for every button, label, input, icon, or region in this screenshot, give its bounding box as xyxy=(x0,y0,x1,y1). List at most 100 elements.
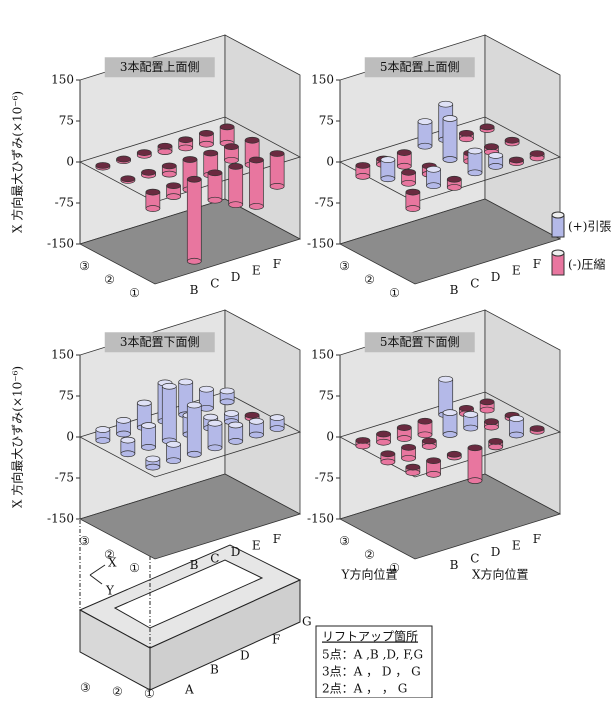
cylinder-top xyxy=(224,144,238,150)
x-category: E xyxy=(252,264,261,278)
z-tick-label: 150 xyxy=(311,73,334,87)
bar xyxy=(208,173,222,200)
cylinder-base xyxy=(489,163,503,169)
cylinder-top xyxy=(422,438,436,444)
cylinder-base xyxy=(229,202,243,208)
cylinder-base xyxy=(167,458,181,464)
cylinder-top xyxy=(117,156,131,162)
cylinder-base xyxy=(468,478,482,484)
cylinder-base xyxy=(146,206,160,212)
cylinder-top xyxy=(249,418,263,424)
cylinder-top xyxy=(158,143,172,149)
cylinder xyxy=(489,438,503,449)
z-tick-label: 0 xyxy=(66,155,74,169)
cylinder xyxy=(468,148,482,176)
cylinder-base xyxy=(249,432,263,438)
cylinder-base xyxy=(406,206,420,212)
bar xyxy=(187,179,201,261)
y-category: ① xyxy=(129,286,140,300)
cylinder xyxy=(356,162,370,179)
x-category: B xyxy=(190,283,199,297)
cylinder xyxy=(121,437,135,457)
cylinder-top xyxy=(245,137,259,143)
cylinder-base xyxy=(381,459,395,465)
cylinder-top xyxy=(142,169,156,175)
cylinder-top xyxy=(459,405,473,411)
cylinder-base xyxy=(480,407,494,413)
cylinder-base xyxy=(249,203,263,209)
cylinder xyxy=(270,151,284,190)
cylinder xyxy=(117,156,131,164)
row: ② xyxy=(112,685,123,699)
z-tick-label: -150 xyxy=(47,237,74,251)
y-category: ③ xyxy=(79,259,90,273)
z-axis-title: X 方向最大ひずみ(×10⁻⁶) xyxy=(10,366,25,508)
cylinder xyxy=(96,162,110,170)
cylinder xyxy=(137,150,151,159)
cylinder-base xyxy=(468,170,482,176)
cylinder-top xyxy=(121,176,135,182)
cylinder-top xyxy=(447,451,461,457)
cylinder-top xyxy=(447,176,461,182)
cylinder-base xyxy=(179,145,193,151)
bar xyxy=(249,160,263,206)
cylinder-base xyxy=(187,451,201,457)
cylinder-base xyxy=(229,438,243,444)
cylinder-top xyxy=(397,425,411,431)
cylinder xyxy=(443,116,457,163)
cylinder-base xyxy=(270,183,284,189)
legend-swatch-top xyxy=(552,250,564,256)
x-category: B xyxy=(450,558,459,572)
cylinder-top xyxy=(220,124,234,130)
row: ③ xyxy=(80,681,91,695)
cylinder xyxy=(381,451,395,465)
cylinder xyxy=(187,402,201,457)
cylinder-top xyxy=(484,419,498,425)
legend-swatch-top xyxy=(552,212,564,218)
cylinder xyxy=(121,176,135,184)
x-category: C xyxy=(210,276,219,290)
cylinder-top xyxy=(530,426,544,432)
x-category: D xyxy=(231,545,241,559)
cylinder xyxy=(249,418,263,438)
cylinder xyxy=(464,411,478,431)
chart-title: 3本配置下面側 xyxy=(120,335,200,349)
z-tick-label: 0 xyxy=(326,430,334,444)
table-row: 3点：A ， D ， G xyxy=(322,665,421,679)
cylinder xyxy=(220,388,234,405)
x-category: E xyxy=(512,264,521,278)
cylinder-top xyxy=(459,130,473,136)
cylinder-top xyxy=(204,150,218,156)
cylinder xyxy=(229,163,243,207)
cylinder-top xyxy=(199,386,213,392)
cylinder xyxy=(356,437,370,448)
y-category: ② xyxy=(364,273,375,287)
bar xyxy=(229,166,243,204)
cylinder-top xyxy=(220,388,234,394)
bar xyxy=(270,154,284,187)
point: B xyxy=(210,663,219,677)
cylinder-top xyxy=(427,166,441,172)
cylinder xyxy=(208,170,222,203)
axis-y: Y xyxy=(105,584,115,598)
y-category: ① xyxy=(129,561,140,575)
cylinder xyxy=(270,415,284,432)
z-tick-label: 75 xyxy=(59,389,74,403)
cylinder xyxy=(96,427,110,444)
cylinder xyxy=(208,420,222,451)
cylinder-top xyxy=(381,451,395,457)
x-category: F xyxy=(273,532,281,546)
axis-arrow xyxy=(90,575,102,584)
cylinder-base xyxy=(447,184,461,190)
cylinder-base xyxy=(142,444,156,450)
cylinder-top xyxy=(406,189,420,195)
cylinder-top xyxy=(509,416,523,422)
cylinder-top xyxy=(96,427,110,433)
z-tick-label: 150 xyxy=(51,348,74,362)
z-axis-title: X 方向最大ひずみ(×10⁻⁶) xyxy=(10,91,25,233)
x-category: F xyxy=(273,257,281,271)
cylinder-top xyxy=(137,400,151,406)
cylinder-top xyxy=(179,379,193,385)
table-row: 5点：A ,B ,D, F,G xyxy=(322,648,423,662)
cylinder xyxy=(447,451,461,460)
